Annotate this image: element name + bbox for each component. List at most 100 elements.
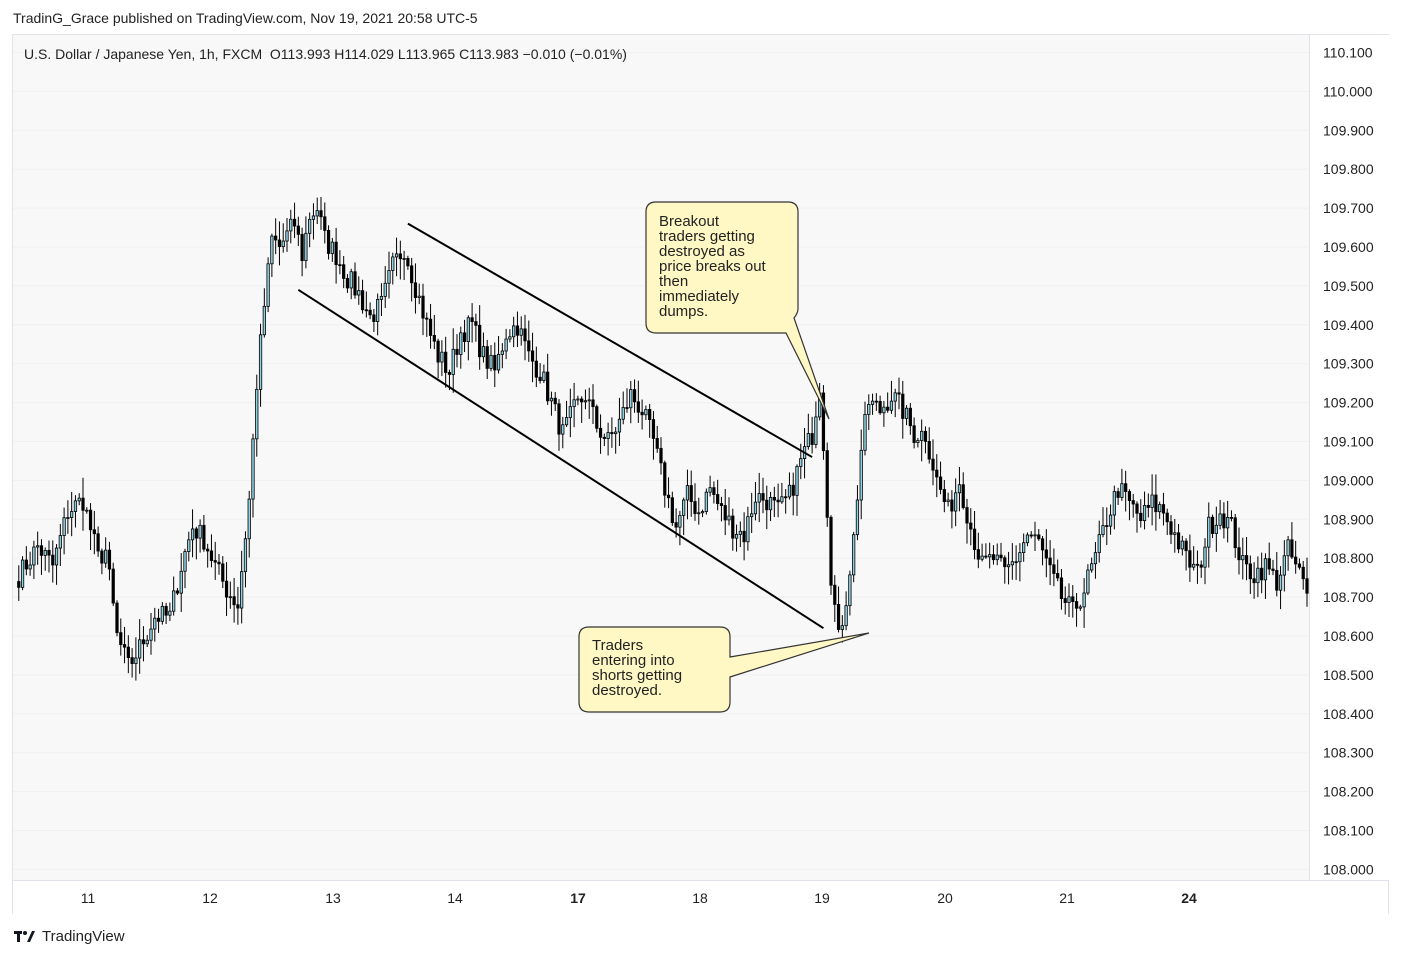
candle: [632, 379, 637, 413]
candle-body: [459, 332, 463, 355]
candle: [1146, 493, 1150, 518]
candle: [546, 353, 550, 405]
candle: [179, 553, 183, 612]
candle: [1195, 550, 1200, 584]
candle-body: [447, 372, 452, 375]
price-tick-label: 110.100: [1323, 45, 1373, 61]
candle-body: [345, 278, 350, 289]
candle-body: [126, 646, 130, 658]
candle-body: [1237, 547, 1241, 561]
candle: [931, 439, 935, 486]
candle: [43, 547, 47, 571]
candle: [512, 316, 516, 348]
candle-body: [927, 441, 931, 460]
price-tick-label: 109.400: [1323, 317, 1374, 333]
candle: [213, 541, 217, 580]
candle-body: [496, 353, 501, 371]
candle-body: [81, 497, 85, 511]
candle: [398, 240, 402, 280]
candle-body: [629, 389, 633, 409]
candle: [821, 385, 826, 460]
candle-body: [270, 235, 274, 265]
candle: [236, 586, 240, 625]
candle: [493, 342, 497, 388]
candle-body: [251, 438, 255, 500]
candle: [1222, 502, 1226, 539]
candle: [115, 600, 119, 637]
candle: [527, 320, 531, 362]
candle-body: [1233, 517, 1237, 549]
candle: [1082, 578, 1086, 628]
candle: [96, 526, 100, 557]
candle: [292, 202, 297, 239]
time-axis[interactable]: [13, 880, 1388, 914]
candle: [172, 576, 176, 616]
price-tick-label: 109.300: [1323, 356, 1374, 372]
candle: [697, 497, 701, 525]
candle-body: [1248, 563, 1252, 580]
candle-body: [912, 425, 916, 443]
candle: [1180, 535, 1184, 556]
candle: [1048, 540, 1052, 586]
candle-body: [1033, 534, 1037, 537]
candle: [1305, 557, 1309, 607]
candle: [194, 526, 198, 560]
candle-body: [247, 498, 251, 540]
candle-body: [693, 501, 697, 515]
candle: [262, 288, 266, 338]
candle: [379, 283, 384, 317]
candle: [1165, 508, 1169, 536]
candle: [776, 483, 780, 518]
candle: [228, 581, 232, 609]
candle: [126, 635, 130, 674]
price-axis[interactable]: [1309, 35, 1389, 880]
candle: [1006, 551, 1011, 585]
candle: [224, 562, 229, 616]
candle-body: [670, 497, 674, 524]
candle-body: [833, 584, 837, 605]
candle-body: [179, 570, 183, 594]
tradingview-logo[interactable]: TradingView: [14, 928, 125, 945]
candle-body: [1176, 532, 1181, 550]
candle-body: [1173, 532, 1177, 535]
candle: [946, 492, 950, 507]
candle-body: [187, 539, 191, 552]
candle: [51, 540, 55, 583]
candle: [1025, 532, 1030, 547]
candle: [810, 416, 814, 454]
candle: [217, 554, 221, 575]
candle: [36, 531, 40, 565]
candle: [315, 197, 319, 225]
candle: [319, 197, 323, 230]
candle: [587, 387, 591, 419]
candle-body: [1207, 516, 1211, 548]
candle-body: [1282, 555, 1286, 576]
candle: [1237, 527, 1241, 575]
candle-body: [549, 397, 554, 402]
candle: [187, 531, 191, 562]
price-tick-label: 109.000: [1323, 472, 1374, 488]
candle-body: [757, 493, 761, 503]
candle-body: [666, 494, 671, 499]
candle: [576, 395, 580, 406]
candle: [1248, 555, 1252, 594]
candle: [655, 425, 659, 453]
price-tick-label: 108.600: [1323, 628, 1374, 644]
candle: [670, 491, 674, 526]
candle: [470, 303, 474, 343]
candle: [1067, 583, 1071, 618]
candle-body: [712, 487, 716, 495]
candle-body: [610, 432, 614, 435]
candle: [308, 212, 312, 248]
candle: [787, 472, 792, 500]
price-tick-label: 108.400: [1323, 706, 1374, 722]
candle-body: [734, 533, 739, 539]
candle-body: [938, 476, 943, 490]
candle: [534, 346, 538, 388]
candle: [504, 328, 508, 360]
candle: [168, 602, 172, 622]
candle-body: [697, 512, 701, 515]
candle: [1229, 510, 1234, 522]
candle: [107, 541, 112, 581]
candle-body: [349, 271, 353, 289]
